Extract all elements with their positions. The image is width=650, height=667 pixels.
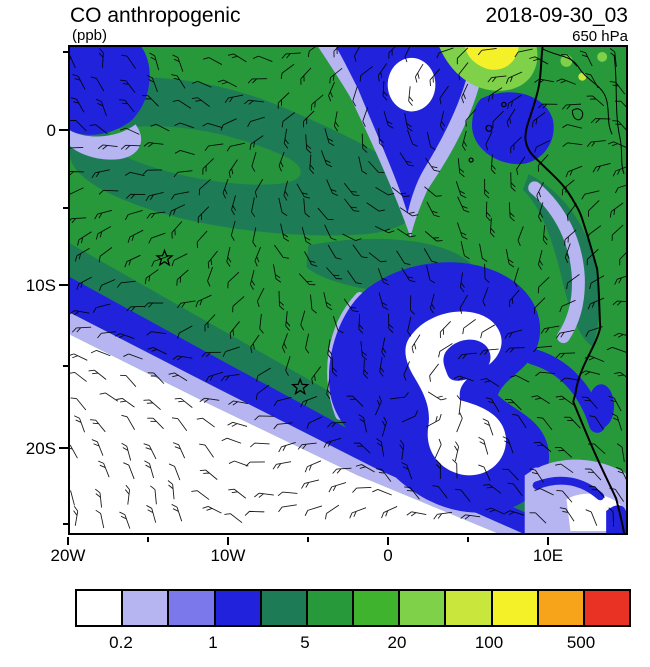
y-axis-label-20s: 20S <box>25 439 56 458</box>
y-major-tick <box>59 129 68 131</box>
plot-datetime: 2018-09-30_03 <box>485 4 628 27</box>
x-axis-label-0: 0 <box>383 546 393 565</box>
star-marker-1 <box>155 248 174 267</box>
colorbar-label-1: 1 <box>208 633 218 652</box>
colorbar-cell-6 <box>354 591 401 625</box>
colorbar-cell-7 <box>400 591 447 625</box>
y-major-tick <box>59 284 68 286</box>
x-axis-label-20w: 20W <box>50 546 86 565</box>
y-axis-label-0: 0 <box>46 121 56 140</box>
region-funnel-core-white <box>387 57 436 112</box>
region-offshore-arc <box>528 181 585 344</box>
colorbar-label-500: 500 <box>566 633 596 652</box>
colorbar-cell-4 <box>261 591 308 625</box>
colorbar-cell-9 <box>492 591 539 625</box>
colorbar-label-0.2: 0.2 <box>109 633 133 652</box>
colorbar-label-5: 5 <box>300 633 310 652</box>
x-major-tick <box>387 537 389 545</box>
border-line-2 <box>613 54 625 175</box>
plot-units: (ppb) <box>72 27 108 44</box>
colorbar-cell-3 <box>215 591 262 625</box>
region-speck-3 <box>597 51 608 62</box>
island-principe <box>501 101 507 108</box>
colorbar-labels: 0.2 1 5 20 100 500 <box>75 633 627 657</box>
x-minor-tick <box>147 537 149 542</box>
region-funnel-blue <box>336 47 474 214</box>
star-marker-2 <box>290 377 310 396</box>
colorbar-cell-8 <box>446 591 493 625</box>
island-annobon <box>468 157 474 163</box>
region-green-streak <box>109 126 301 185</box>
colorbar-cell-11 <box>584 591 630 625</box>
region-topleft-blue <box>70 47 150 135</box>
plot-level: 650 hPa <box>572 28 628 45</box>
x-axis-label-10e: 10E <box>532 546 564 565</box>
x-major-tick <box>227 537 229 545</box>
region-coast-blue-blob <box>588 384 615 428</box>
region-speck-1 <box>560 54 573 67</box>
y-major-tick <box>59 447 68 449</box>
x-minor-tick <box>307 537 309 542</box>
x-axis-label-10w: 10W <box>210 546 246 565</box>
x-major-tick <box>67 537 69 545</box>
border-line-1 <box>542 48 613 135</box>
region-topright-yellow <box>465 47 519 70</box>
island-sao-tome <box>485 124 493 132</box>
region-topleft-fringe <box>70 124 142 160</box>
colorbar <box>75 589 631 627</box>
coastline-africa <box>524 47 625 533</box>
swirl-core-blue <box>443 339 491 381</box>
plot-title: CO anthropogenic <box>70 4 241 27</box>
map-panel <box>68 45 628 535</box>
region-corner-blue <box>606 505 626 533</box>
lake-outline <box>571 108 584 121</box>
wind-barbs-layer <box>70 47 626 529</box>
colorbar-label-20: 20 <box>387 633 407 652</box>
region-speck-2 <box>578 72 587 81</box>
colorbar-cell-2 <box>169 591 216 625</box>
colorbar-cell-5 <box>307 591 355 625</box>
y-minor-tick <box>63 365 68 367</box>
colorbar-cell-1 <box>123 591 170 625</box>
x-major-tick <box>547 537 549 545</box>
region-bottomright-blue-streak <box>532 476 605 501</box>
y-minor-tick <box>63 523 68 525</box>
region-white-low <box>70 334 497 533</box>
y-axis-label-10s: 10S <box>25 276 56 295</box>
colorbar-cell-0 <box>77 591 124 625</box>
colorbar-cell-10 <box>538 591 585 625</box>
y-minor-tick <box>63 51 68 53</box>
y-minor-tick <box>63 207 68 209</box>
colorbar-label-100: 100 <box>474 633 504 652</box>
x-minor-tick <box>467 537 469 542</box>
